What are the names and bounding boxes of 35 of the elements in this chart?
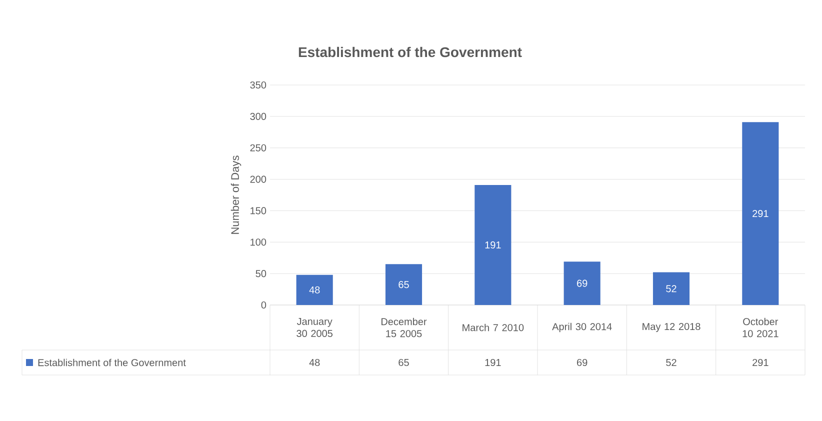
y-tick-label: 350 (250, 81, 266, 89)
bar (296, 274, 333, 305)
y-tick-label: 200 (250, 176, 266, 183)
text: 191 (485, 241, 501, 249)
data-label: 65 (398, 358, 409, 366)
y-tick-label: 0 (261, 301, 266, 309)
x-tick-label: May 12 2018 (642, 322, 700, 332)
text: 291 (752, 210, 768, 218)
legend-label: Establishment of the Government (38, 358, 186, 366)
data-label: 69 (577, 358, 588, 366)
text: 52 (666, 285, 676, 292)
x-tick-label: January 30 2005 (296, 318, 333, 337)
data-label: 291 (752, 358, 768, 366)
x-tick-label: October 10 2021 (742, 318, 778, 338)
y-tick-label: 50 (256, 270, 266, 278)
y-tick-label: 250 (250, 144, 266, 152)
chart-title: Establishment of the Government (298, 46, 522, 58)
y-tick-label: 150 (250, 207, 266, 214)
y-tick-label: 300 (250, 112, 266, 120)
bar (564, 262, 600, 305)
text: 69 (577, 280, 588, 287)
x-tick-label: March 7 2010 (462, 324, 524, 332)
x-tick-label: April 30 2014 (552, 322, 612, 332)
bar (652, 272, 690, 305)
data-label: 48 (309, 358, 320, 366)
bar (474, 184, 512, 305)
text: 48 (309, 286, 320, 294)
x-tick-label: December 15 2005 (382, 318, 427, 338)
bar (742, 122, 779, 305)
data-label: 52 (666, 358, 676, 366)
text: 65 (398, 281, 409, 288)
data-label: 191 (485, 358, 501, 366)
y-tick-label: 100 (250, 238, 266, 246)
bar (385, 264, 422, 305)
y-axis-title: Number of Days (230, 156, 242, 234)
